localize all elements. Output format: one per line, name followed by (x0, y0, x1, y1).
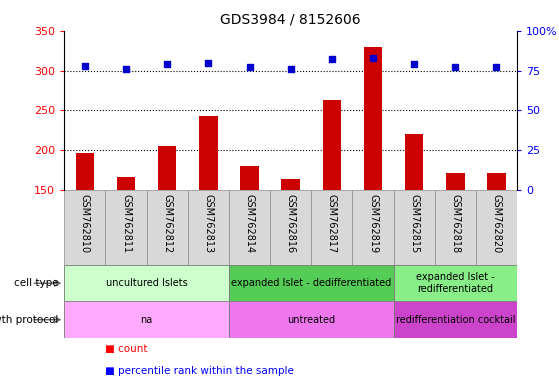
Point (245, 64, 254, 70)
Bar (229, 301, 394, 338)
Bar (352, 190, 394, 265)
Bar (64, 190, 106, 265)
Bar (64, 301, 229, 338)
Text: untreated: untreated (287, 314, 335, 325)
Text: expanded Islet -
redifferentiated: expanded Islet - redifferentiated (416, 272, 495, 294)
Text: cell type: cell type (14, 278, 59, 288)
Text: ■ percentile rank within the sample: ■ percentile rank within the sample (105, 366, 294, 376)
Text: GSM762819: GSM762819 (368, 194, 378, 253)
Bar (487, 172, 506, 190)
Point (368, 55, 377, 61)
Bar (311, 190, 352, 265)
Bar (229, 265, 394, 301)
Bar (158, 146, 177, 190)
Point (286, 66, 295, 72)
Point (80, 63, 89, 69)
Bar (394, 190, 435, 265)
Text: na: na (140, 314, 153, 325)
Bar (75, 152, 94, 190)
Bar (446, 172, 465, 190)
Text: GSM762818: GSM762818 (451, 194, 460, 253)
Point (410, 61, 419, 67)
Bar (117, 177, 135, 190)
Bar (323, 100, 341, 190)
Point (204, 60, 213, 66)
Bar (240, 166, 259, 190)
Bar (394, 265, 517, 301)
Bar (199, 116, 217, 190)
Bar (364, 46, 382, 190)
Bar (106, 190, 146, 265)
Text: GSM762813: GSM762813 (203, 194, 214, 253)
Text: GSM762816: GSM762816 (286, 194, 296, 253)
Bar (188, 190, 229, 265)
Bar (281, 179, 300, 190)
Point (121, 66, 130, 72)
Bar (64, 265, 229, 301)
Bar (394, 301, 517, 338)
Point (451, 64, 460, 70)
Text: expanded Islet - dedifferentiated: expanded Islet - dedifferentiated (231, 278, 391, 288)
Text: GSM762815: GSM762815 (409, 194, 419, 253)
Text: GSM762811: GSM762811 (121, 194, 131, 253)
Text: GSM762812: GSM762812 (162, 194, 172, 253)
Bar (270, 190, 311, 265)
Bar (405, 134, 423, 190)
Point (163, 61, 172, 67)
Text: GSM762814: GSM762814 (244, 194, 254, 253)
Title: GDS3984 / 8152606: GDS3984 / 8152606 (220, 13, 361, 27)
Text: uncultured Islets: uncultured Islets (106, 278, 187, 288)
Text: GSM762820: GSM762820 (491, 194, 501, 253)
Bar (146, 190, 188, 265)
Bar (435, 190, 476, 265)
Text: GSM762810: GSM762810 (80, 194, 90, 253)
Point (492, 64, 501, 70)
Text: growth protocol: growth protocol (0, 314, 59, 325)
Point (328, 56, 337, 63)
Text: redifferentiation cocktail: redifferentiation cocktail (396, 314, 515, 325)
Text: GSM762817: GSM762817 (327, 194, 337, 253)
Bar (476, 190, 517, 265)
Bar (229, 190, 270, 265)
Text: ■ count: ■ count (105, 344, 148, 354)
